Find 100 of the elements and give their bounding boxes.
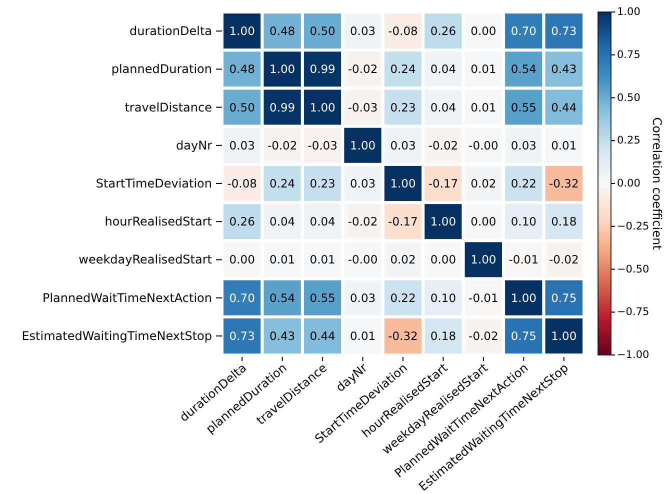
data-label: 0.00 — [229, 252, 255, 267]
data-label: 0.03 — [390, 138, 416, 152]
data-label: -0.08 — [388, 24, 418, 38]
y-tick-label: StartTimeDeviation — [96, 176, 212, 190]
data-label: 0.23 — [310, 176, 336, 190]
data-label: 0.24 — [270, 176, 296, 190]
data-label: 1.00 — [470, 252, 496, 267]
y-tick-label: durationDelta — [129, 24, 212, 38]
data-label: 0.01 — [470, 62, 496, 76]
y-tick-label: plannedDuration — [111, 62, 212, 76]
y-tick-label: hourRealisedStart — [104, 214, 212, 229]
data-label: 0.24 — [390, 62, 416, 76]
data-label: 0.03 — [350, 176, 376, 190]
data-label: 0.50 — [310, 24, 336, 38]
data-label: -0.02 — [348, 214, 378, 229]
data-label: 0.00 — [470, 214, 496, 229]
data-label: 0.48 — [229, 62, 255, 76]
data-label: -0.32 — [549, 176, 579, 190]
data-label: 0.01 — [270, 252, 296, 267]
color-bar-label: 0.25 — [617, 134, 640, 147]
color-bar-title: Correlation coefficient — [650, 117, 664, 250]
data-label: 0.44 — [551, 100, 577, 114]
data-label: 0.18 — [430, 328, 456, 343]
y-tick-label: travelDistance — [124, 100, 212, 114]
data-label: 0.02 — [390, 252, 416, 267]
color-bar-label: −1.00 — [617, 349, 650, 361]
data-label: 0.02 — [470, 176, 496, 190]
data-label: 0.75 — [551, 290, 577, 305]
data-label: 0.00 — [430, 252, 456, 267]
data-label: 0.03 — [229, 138, 255, 152]
data-label: -0.32 — [388, 328, 418, 343]
data-label: 1.00 — [270, 62, 296, 76]
color-bar-label: −0.50 — [617, 263, 650, 276]
data-label: 0.04 — [430, 100, 456, 114]
data-label: 1.00 — [310, 100, 336, 114]
data-label: 0.10 — [510, 214, 536, 229]
data-label: 0.50 — [229, 100, 255, 114]
data-label: 0.10 — [430, 290, 456, 305]
data-label: 0.01 — [350, 328, 376, 343]
y-tick-label: PlannedWaitTimeNextAction — [42, 290, 212, 305]
data-label: 1.00 — [350, 138, 376, 152]
color-bar-label: 1.00 — [617, 6, 640, 18]
data-label: 0.03 — [350, 290, 376, 305]
data-label: -0.17 — [428, 176, 458, 190]
data-label: 0.99 — [310, 62, 336, 76]
data-label: 0.04 — [430, 62, 456, 76]
data-label: -0.02 — [468, 328, 498, 343]
data-label: -0.03 — [348, 100, 378, 114]
data-label: -0.02 — [348, 62, 378, 76]
data-label: 0.99 — [270, 100, 296, 114]
data-label: 0.26 — [229, 214, 255, 229]
data-label: 0.70 — [510, 24, 536, 38]
data-label: 0.01 — [551, 138, 577, 152]
data-label: -0.17 — [388, 214, 418, 229]
data-label: -0.01 — [468, 290, 498, 305]
color-bar-label: −0.75 — [617, 306, 650, 318]
data-label: -0.01 — [508, 252, 539, 267]
color-bar-label: 0.50 — [617, 92, 640, 104]
data-label: 0.04 — [310, 214, 336, 229]
data-label: 0.00 — [470, 24, 496, 38]
data-label: 0.22 — [510, 176, 536, 190]
data-label: 0.43 — [270, 328, 296, 343]
data-label: 0.23 — [390, 100, 416, 114]
data-label: 0.43 — [551, 62, 577, 76]
data-label: 1.00 — [510, 290, 536, 305]
data-label: -0.02 — [428, 138, 458, 152]
data-label: 0.04 — [270, 214, 296, 229]
data-label: 0.70 — [229, 290, 255, 305]
data-label: 0.73 — [229, 328, 255, 343]
y-tick-label: EstimatedWaitingTimeNextStop — [22, 328, 212, 343]
data-label: -0.00 — [468, 138, 498, 152]
data-label: 1.00 — [551, 328, 577, 343]
data-label: 1.00 — [390, 176, 416, 190]
data-label: 0.55 — [310, 290, 336, 305]
data-label: 0.03 — [350, 24, 376, 38]
data-label: 0.18 — [551, 214, 577, 229]
data-label: -0.02 — [267, 138, 298, 152]
data-label: 0.03 — [510, 138, 536, 152]
data-label: -0.03 — [308, 138, 338, 152]
data-label: -0.00 — [348, 252, 378, 267]
y-tick-label: dayNr — [176, 138, 212, 152]
data-label: -0.02 — [549, 252, 579, 267]
data-label: 0.55 — [510, 100, 536, 114]
data-label: 0.22 — [390, 290, 416, 305]
data-label: 0.75 — [510, 328, 536, 343]
data-label: 0.26 — [430, 24, 456, 38]
data-label: 0.44 — [310, 328, 336, 343]
data-label: 0.48 — [270, 24, 296, 38]
data-label: 0.54 — [270, 290, 296, 305]
color-bar-label: 0.00 — [617, 178, 640, 190]
y-tick-label: weekdayRealisedStart — [78, 252, 212, 267]
color-bar-label: −0.25 — [617, 220, 650, 232]
data-label: 0.01 — [310, 252, 336, 267]
data-label: -0.08 — [227, 176, 257, 190]
data-label: 0.54 — [510, 62, 536, 76]
data-label: 0.73 — [551, 24, 577, 38]
data-label: 1.00 — [229, 24, 255, 38]
data-label: 1.00 — [430, 214, 456, 229]
data-label: 0.01 — [470, 100, 496, 114]
color-bar-label: 0.75 — [617, 48, 640, 61]
